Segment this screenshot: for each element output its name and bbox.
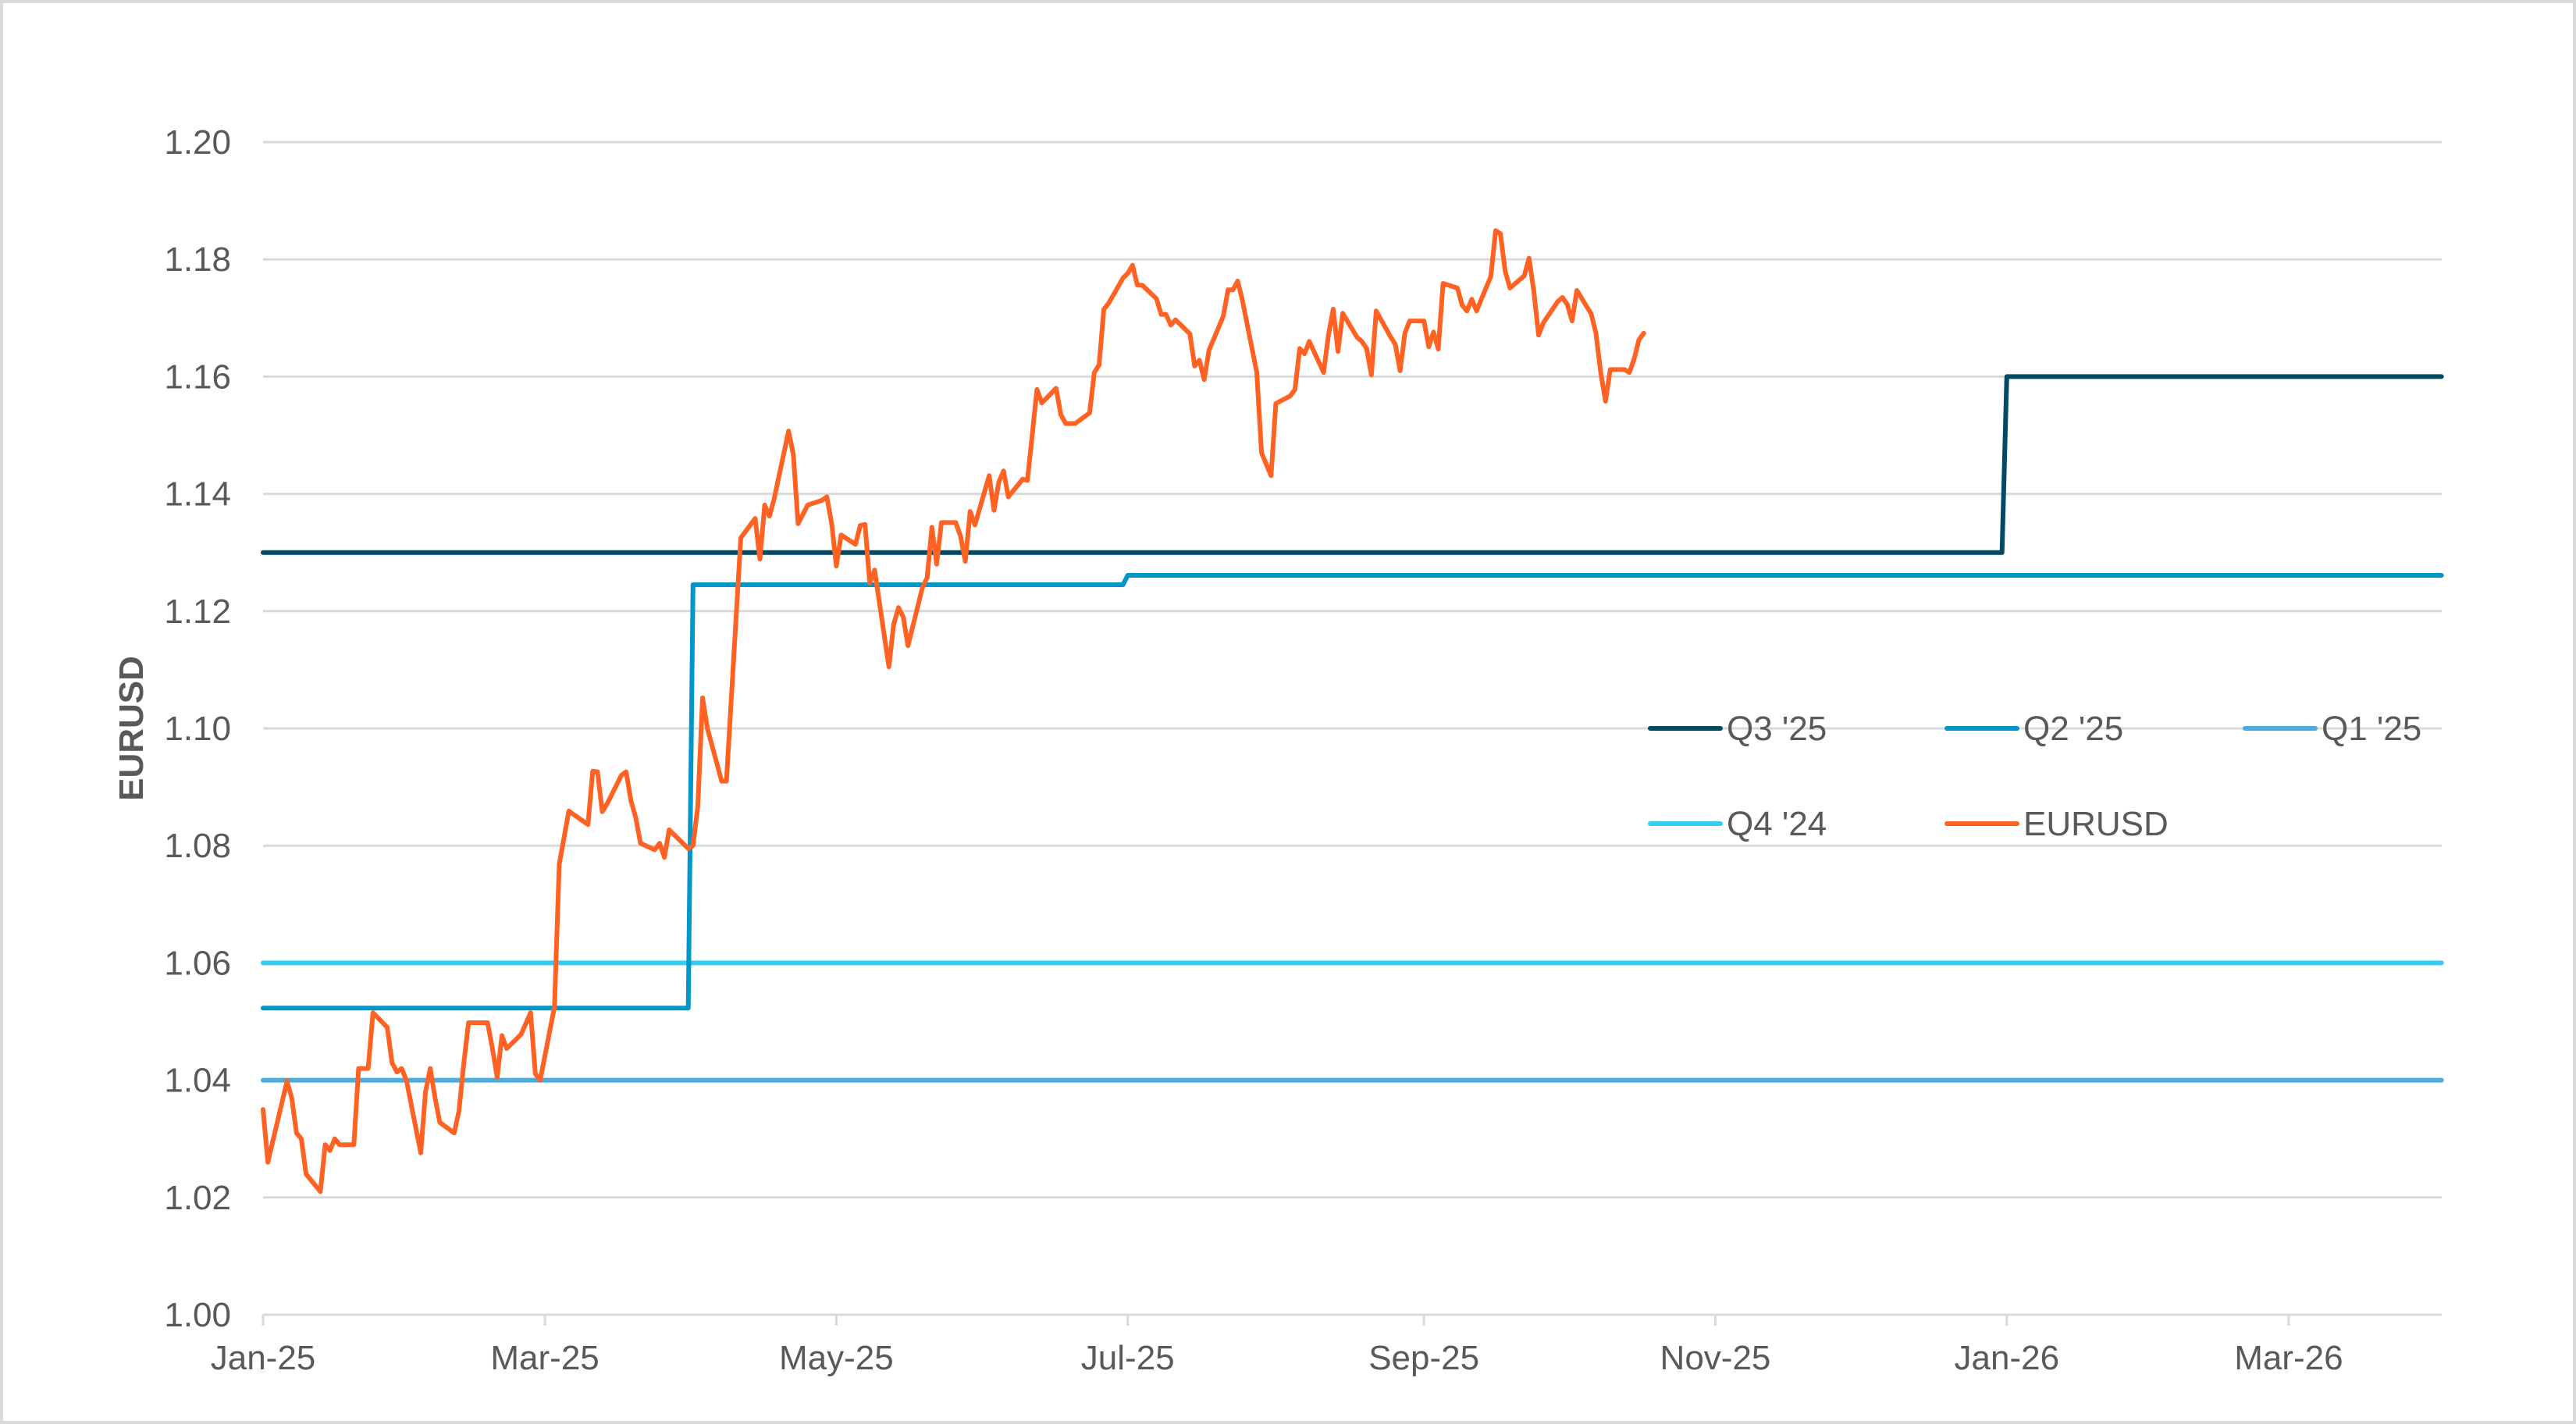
x-tick-label: Sep-25 xyxy=(1368,1339,1479,1377)
x-axis: Jan-25 Mar-25 May-25 Jul-25 Sep-25 Nov-25 Jan-… xyxy=(211,1315,2343,1377)
legend-item: EURUSD xyxy=(1944,805,2169,843)
series-line-eurusd xyxy=(261,228,1646,1194)
legend-label: Q3 '25 xyxy=(1727,710,1827,748)
legend-label: EURUSD xyxy=(2023,805,2169,843)
y-tick-label: 1.00 xyxy=(164,1296,231,1334)
y-tick-label: 1.16 xyxy=(164,358,231,396)
legend-item: Q2 '25 xyxy=(1944,710,2123,748)
y-tick-label: 1.20 xyxy=(164,123,231,162)
y-axis-tick-labels: 1.00 1.02 1.04 1.06 1.08 1.10 1.12 1.14 1.16 1.18… xyxy=(164,123,231,1334)
legend-label: Q4 '24 xyxy=(1727,805,1827,843)
x-tick-label: May-25 xyxy=(779,1339,894,1377)
chart-legend: Q3 '25 Q2 '25 Q1 '25 Q4 '24 EURUSD xyxy=(1648,710,2421,843)
x-tick-label: Jul-25 xyxy=(1081,1339,1175,1377)
x-tick-label: Mar-26 xyxy=(2234,1339,2343,1377)
x-tick-label: Nov-25 xyxy=(1660,1339,1771,1377)
legend-label: Q1 '25 xyxy=(2322,710,2421,748)
series-line-q2-25 xyxy=(261,573,2444,1011)
legend-item: Q1 '25 xyxy=(2243,710,2421,748)
y-tick-label: 1.02 xyxy=(164,1179,231,1217)
legend-item: Q4 '24 xyxy=(1648,805,1827,843)
y-gridlines xyxy=(263,141,2442,1316)
y-tick-label: 1.14 xyxy=(164,475,231,514)
legend-item: Q3 '25 xyxy=(1648,710,1827,748)
x-tick-label: Mar-25 xyxy=(490,1339,599,1377)
series-line-q3-25 xyxy=(261,374,2444,555)
y-tick-label: 1.12 xyxy=(164,593,231,631)
y-tick-label: 1.06 xyxy=(164,944,231,982)
x-tick-label: Jan-26 xyxy=(1955,1339,2060,1377)
y-tick-label: 1.04 xyxy=(164,1062,231,1100)
y-tick-label: 1.10 xyxy=(164,710,231,748)
y-tick-label: 1.08 xyxy=(164,827,231,865)
x-tick-label: Jan-25 xyxy=(211,1339,316,1377)
legend-label: Q2 '25 xyxy=(2023,710,2123,748)
chart-series xyxy=(261,228,2444,1194)
y-tick-label: 1.18 xyxy=(164,240,231,279)
y-axis-title: EURUSD xyxy=(112,656,151,801)
